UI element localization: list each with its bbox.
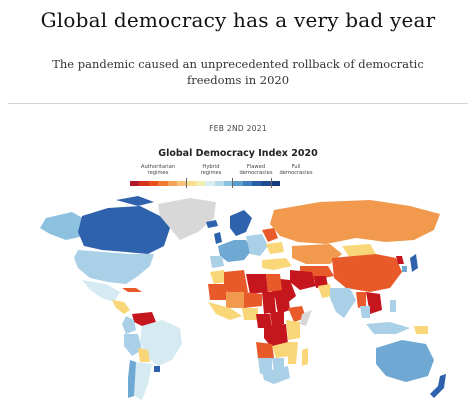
legend-tick xyxy=(232,178,233,188)
legend-swatch xyxy=(130,181,140,186)
region-japan[interactable] xyxy=(410,254,418,272)
region-central-america[interactable] xyxy=(112,300,130,314)
region-mozambique[interactable] xyxy=(288,342,298,364)
legend-swatch xyxy=(186,181,196,186)
region-arctic-islands[interactable] xyxy=(116,196,154,206)
legend-swatch xyxy=(252,181,262,186)
region-mali[interactable] xyxy=(226,292,244,308)
region-papua[interactable] xyxy=(414,326,428,334)
legend-color-scale xyxy=(130,181,281,186)
region-western-europe[interactable] xyxy=(218,240,252,262)
region-cuba[interactable] xyxy=(122,288,142,292)
region-mauritania[interactable] xyxy=(208,284,228,300)
subhead: The pandemic caused an unprecedented rol… xyxy=(52,57,424,87)
legend-swatch xyxy=(167,181,177,186)
map-title: Global Democracy Index 2020 xyxy=(158,148,318,159)
region-namibia[interactable] xyxy=(258,358,272,374)
region-north-korea[interactable] xyxy=(396,256,404,264)
region-cameroon[interactable] xyxy=(256,314,272,328)
region-algeria[interactable] xyxy=(224,270,248,296)
legend-label-flawed: Flawed democracies xyxy=(239,164,273,176)
legend-swatch xyxy=(270,181,281,186)
region-thailand[interactable] xyxy=(360,306,370,318)
divider xyxy=(8,103,468,104)
legend-swatch xyxy=(242,181,253,186)
region-egypt[interactable] xyxy=(266,274,282,292)
region-belarus[interactable] xyxy=(262,228,278,242)
legend-swatch xyxy=(148,181,159,186)
region-morocco[interactable] xyxy=(210,270,226,284)
legend-swatch xyxy=(176,181,187,186)
legend-swatch xyxy=(214,181,224,186)
region-uk[interactable] xyxy=(214,232,222,244)
region-east-africa[interactable] xyxy=(286,320,300,340)
region-canada[interactable] xyxy=(78,206,170,254)
region-russia[interactable] xyxy=(270,200,440,244)
region-dr-congo[interactable] xyxy=(264,324,288,348)
region-brazil[interactable] xyxy=(140,320,182,366)
headline: Global democracy has a very bad year xyxy=(40,8,436,32)
region-eastern-europe[interactable] xyxy=(246,234,268,256)
region-colombia[interactable] xyxy=(122,316,136,334)
legend-label-full: Full democracies xyxy=(279,164,313,176)
dateline: FEB 2ND 2021 xyxy=(209,124,267,133)
region-south-africa[interactable] xyxy=(262,366,290,384)
region-scandinavia[interactable] xyxy=(230,210,252,236)
legend-swatch xyxy=(261,181,271,186)
legend: Authoritarian regimes Hybrid regimes Fla… xyxy=(130,164,320,190)
region-kazakhstan[interactable] xyxy=(292,244,342,264)
legend-swatch xyxy=(195,181,206,186)
region-chile[interactable] xyxy=(128,360,136,398)
region-myanmar[interactable] xyxy=(356,292,366,308)
region-madagascar[interactable] xyxy=(302,348,308,366)
legend-swatch xyxy=(205,181,215,186)
region-peru[interactable] xyxy=(124,334,142,356)
region-iceland[interactable] xyxy=(206,220,218,228)
legend-swatch xyxy=(139,181,149,186)
region-zambia[interactable] xyxy=(272,342,290,358)
region-india[interactable] xyxy=(330,288,356,318)
region-philippines[interactable] xyxy=(390,300,396,312)
region-nigeria[interactable] xyxy=(242,308,258,320)
region-argentina[interactable] xyxy=(134,362,152,400)
region-sudan[interactable] xyxy=(274,292,290,314)
region-iberia[interactable] xyxy=(210,256,224,268)
region-niger[interactable] xyxy=(244,292,262,308)
legend-swatch xyxy=(233,181,243,186)
region-alaska[interactable] xyxy=(40,212,86,240)
world-map xyxy=(40,196,446,400)
region-greenland[interactable] xyxy=(158,198,216,240)
region-new-zealand[interactable] xyxy=(430,374,446,398)
region-angola[interactable] xyxy=(256,342,274,358)
legend-swatch xyxy=(158,181,168,186)
region-chad[interactable] xyxy=(262,292,276,314)
region-venezuela[interactable] xyxy=(132,312,156,326)
region-iran[interactable] xyxy=(290,270,316,290)
region-usa[interactable] xyxy=(74,250,154,284)
legend-swatch xyxy=(223,181,234,186)
region-australia[interactable] xyxy=(376,340,434,382)
region-pakistan[interactable] xyxy=(318,284,332,298)
region-ukraine[interactable] xyxy=(266,242,284,254)
region-china[interactable] xyxy=(332,254,402,292)
region-bolivia[interactable] xyxy=(138,348,150,362)
region-car[interactable] xyxy=(270,312,284,326)
legend-label-hybrid: Hybrid regimes xyxy=(200,164,222,176)
legend-label-authoritarian: Authoritarian regimes xyxy=(140,164,176,176)
region-indonesia[interactable] xyxy=(366,322,410,334)
legend-tick xyxy=(271,178,272,188)
legend-tick xyxy=(186,178,187,188)
region-uruguay[interactable] xyxy=(154,366,160,372)
region-west-africa-coast[interactable] xyxy=(208,302,242,320)
region-south-korea[interactable] xyxy=(402,266,407,272)
region-turkey[interactable] xyxy=(262,258,292,270)
region-libya[interactable] xyxy=(246,274,268,294)
region-mexico[interactable] xyxy=(82,280,120,302)
region-somalia[interactable] xyxy=(300,310,312,326)
region-mongolia[interactable] xyxy=(342,244,376,258)
